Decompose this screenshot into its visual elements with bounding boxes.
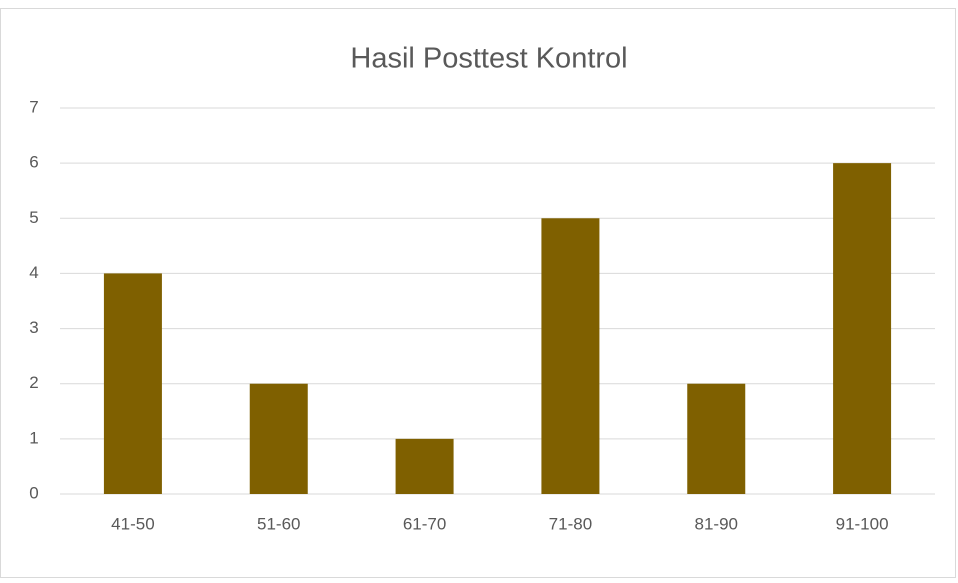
- bar: [395, 438, 454, 494]
- bar: [103, 273, 162, 494]
- y-tick-label: 6: [29, 153, 38, 172]
- bar: [249, 383, 308, 494]
- bar: [541, 218, 600, 495]
- y-tick-label: 3: [29, 318, 38, 337]
- x-tick-label: 51-60: [257, 514, 300, 533]
- y-tick-label: 2: [29, 373, 38, 392]
- y-tick-label: 1: [29, 428, 38, 447]
- x-tick-label: 81-90: [695, 514, 738, 533]
- x-tick-label: 61-70: [403, 514, 446, 533]
- chart-title: Hasil Posttest Kontrol: [350, 43, 627, 75]
- bar: [833, 163, 892, 494]
- x-tick-label: 41-50: [111, 514, 154, 533]
- y-tick-label: 5: [29, 208, 38, 227]
- y-tick-label: 7: [29, 97, 38, 116]
- x-tick-label: 71-80: [549, 514, 592, 533]
- bar: [687, 383, 746, 494]
- y-tick-label: 4: [29, 263, 38, 282]
- y-tick-label: 0: [29, 483, 38, 502]
- x-tick-label: 91-100: [836, 514, 889, 533]
